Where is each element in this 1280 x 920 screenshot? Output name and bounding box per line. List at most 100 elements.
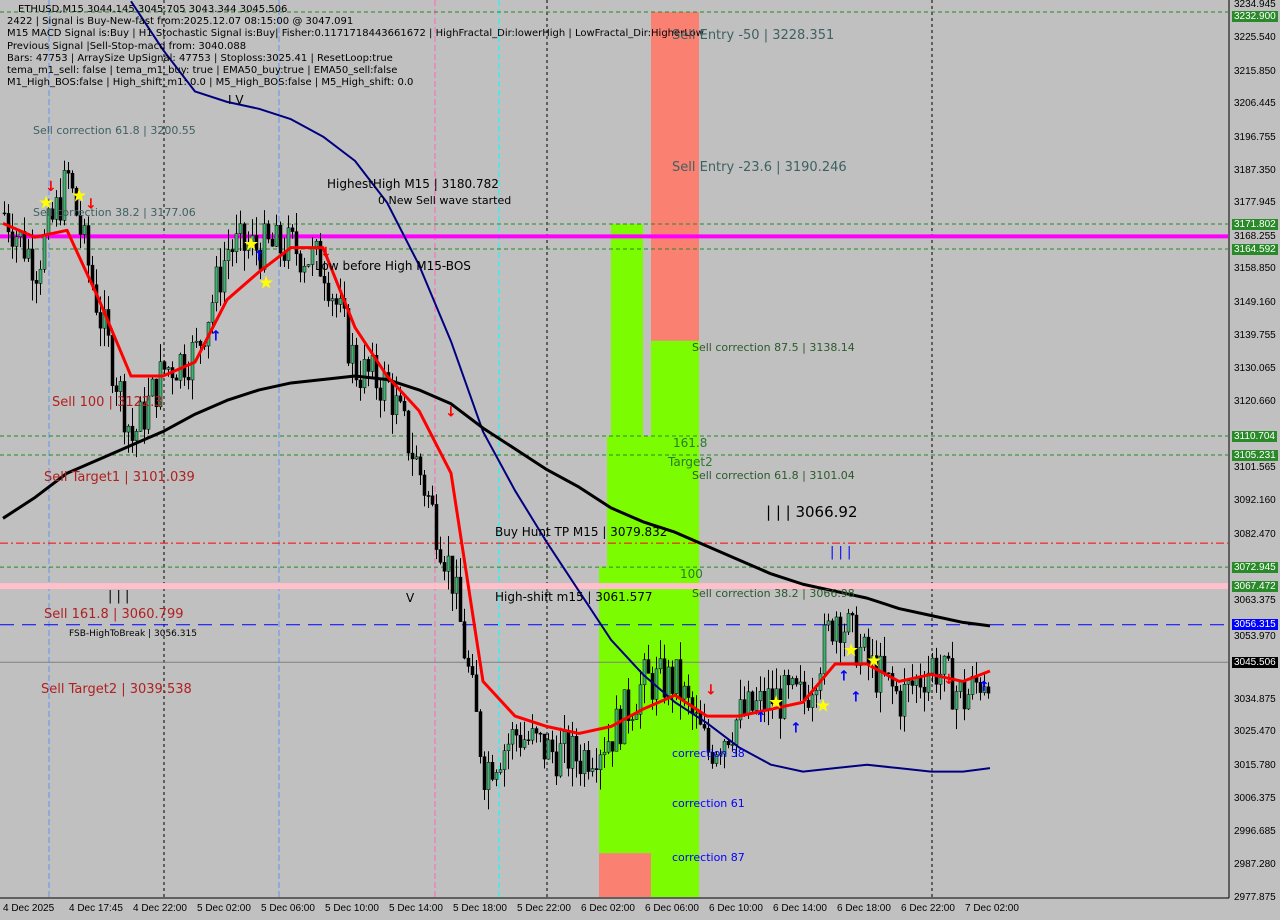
candle-bull — [630, 719, 635, 721]
candle-bull — [134, 431, 139, 441]
candle-bear — [162, 361, 167, 370]
candle-bull — [502, 750, 507, 770]
price-tag: 3056.315 — [1232, 619, 1278, 631]
candle-bull — [214, 266, 219, 303]
candle-bear — [646, 659, 651, 674]
candle-bull — [682, 685, 687, 700]
candle-bull — [638, 684, 643, 715]
arrow-down-icon: ↓ — [85, 197, 97, 213]
candle-bear — [398, 395, 403, 402]
candle-bull — [338, 297, 343, 305]
candle-bear — [114, 385, 119, 392]
candle-bear — [794, 678, 799, 685]
candle-bear — [770, 688, 775, 705]
candle-bear — [850, 613, 855, 616]
candle-bull — [598, 754, 603, 770]
candle-bear — [66, 170, 71, 174]
candle-bull — [494, 772, 499, 780]
candle-bull — [562, 731, 567, 744]
candle-bull — [746, 691, 751, 715]
arrow-up-icon: ↑ — [850, 689, 862, 705]
candle-bull — [38, 268, 43, 284]
star-icon: ★ — [768, 692, 784, 713]
candle-bull — [602, 751, 607, 756]
time-tick: 6 Dec 06:00 — [645, 903, 699, 914]
candle-bull — [382, 372, 387, 401]
arrow-down-icon: ↓ — [445, 405, 457, 421]
candle-bear — [130, 425, 135, 441]
candle-bull — [150, 378, 155, 397]
candle-bear — [322, 276, 327, 284]
candle-bull — [510, 729, 515, 745]
chart-label: Target2 — [668, 455, 713, 469]
candle-bull — [754, 700, 759, 711]
candle-bear — [290, 227, 295, 232]
candle-bear — [578, 760, 583, 775]
candle-bull — [718, 753, 723, 756]
candle-bear — [442, 562, 447, 572]
chart-label: V — [406, 591, 415, 605]
candle-bear — [354, 344, 359, 381]
price-tick: 3177.945 — [1234, 197, 1276, 209]
candle-bear — [50, 208, 55, 220]
chart-label: 0 New Sell wave started — [378, 194, 512, 207]
arrow-up-icon: ↑ — [253, 249, 265, 265]
price-tick: 3234.945 — [1234, 0, 1276, 11]
candle-bull — [782, 675, 787, 719]
candle-bear — [830, 620, 835, 642]
candle-bull — [14, 236, 19, 247]
candle-bull — [350, 344, 355, 364]
candle-bull — [194, 340, 199, 343]
candle-bear — [218, 266, 223, 293]
info-line: tema_m1_sell: false | tema_m1_buy: true … — [7, 65, 398, 76]
candle-bear — [534, 728, 539, 734]
chart-label: 100 — [680, 567, 703, 581]
chart-label: Sell Entry -50 | 3228.351 — [672, 28, 835, 43]
candle-bear — [466, 657, 471, 667]
candle-bear — [462, 621, 467, 659]
candle-bull — [622, 689, 627, 745]
candle-bear — [874, 655, 879, 693]
info-line: Previous Signal |Sell-Stop-macd from: 30… — [7, 40, 247, 52]
arrow-up-icon: ↑ — [755, 710, 767, 726]
candle-bull — [138, 401, 143, 432]
price-tick: 3130.065 — [1234, 363, 1276, 375]
candle-bear — [702, 724, 707, 729]
price-tick: 3034.875 — [1234, 693, 1276, 705]
price-tick: 3006.375 — [1234, 792, 1276, 804]
candle-bear — [326, 282, 331, 302]
candle-bear — [318, 240, 323, 277]
candle-bear — [86, 225, 91, 266]
candle-bull — [734, 719, 739, 745]
price-tick: 3063.375 — [1234, 594, 1276, 606]
candle-bull — [842, 631, 847, 643]
candle-bear — [30, 248, 35, 281]
candle-bear — [98, 312, 103, 329]
price-tick: 3139.755 — [1234, 329, 1276, 341]
candle-bear — [278, 225, 283, 254]
candle-bear — [242, 223, 247, 251]
star-icon: ★ — [843, 640, 859, 661]
price-tick: 3082.470 — [1234, 528, 1276, 540]
chart-label: Sell correction 38.2 | 3177.06 — [33, 206, 196, 219]
candle-bear — [566, 731, 571, 769]
candle-bear — [426, 495, 431, 497]
star-icon: ★ — [71, 186, 87, 207]
candle-bull — [250, 235, 255, 246]
candle-bull — [846, 613, 851, 633]
candle-bear — [618, 708, 623, 745]
price-tick: 2996.685 — [1234, 826, 1276, 838]
candle-bear — [406, 410, 411, 454]
candle-bull — [210, 302, 215, 323]
candle-bear — [962, 681, 967, 710]
time-tick: 7 Dec 02:00 — [965, 903, 1019, 914]
candle-bull — [486, 761, 491, 790]
candle-bear — [526, 739, 531, 741]
candle-bear — [894, 685, 899, 692]
price-tick: 2987.280 — [1234, 858, 1276, 870]
candle-bear — [554, 751, 559, 777]
price-tick: 3196.755 — [1234, 131, 1276, 143]
info-line: 2422 | Signal is Buy-New-fast from:2025.… — [7, 16, 354, 28]
candle-bear — [78, 215, 83, 235]
